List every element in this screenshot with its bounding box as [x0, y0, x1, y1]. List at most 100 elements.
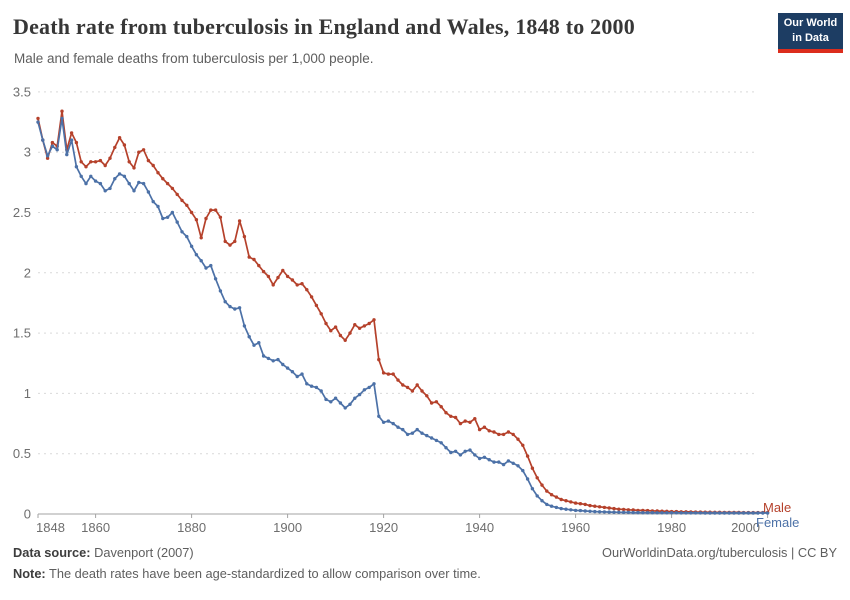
female-data-point	[477, 456, 482, 461]
female-data-point	[247, 335, 251, 339]
male-data-point	[113, 145, 117, 150]
male-data-point	[521, 443, 525, 447]
female-data-point	[741, 511, 746, 515]
female-data-point	[607, 510, 611, 514]
female-data-point	[669, 511, 674, 515]
female-data-point	[357, 392, 362, 397]
male-data-point	[554, 495, 559, 499]
male-data-point	[506, 430, 511, 434]
y-tick-label: 3.5	[13, 84, 31, 99]
male-data-point	[449, 414, 453, 418]
male-data-point	[501, 432, 506, 437]
male-data-point	[434, 400, 439, 404]
female-data-point	[89, 174, 93, 178]
female-data-point	[204, 266, 208, 270]
male-data-point	[276, 275, 280, 280]
male-data-point	[319, 312, 323, 316]
male-data-point	[525, 454, 530, 458]
male-data-point	[295, 283, 299, 287]
male-data-point	[463, 419, 467, 423]
male-data-point	[261, 269, 266, 274]
male-data-point	[50, 140, 55, 145]
y-tick-label: 2.5	[13, 205, 31, 220]
female-data-point	[45, 154, 50, 158]
female-data-point	[425, 433, 429, 438]
male-data-point	[588, 503, 592, 508]
male-data-point	[290, 278, 295, 282]
y-tick-label: 0	[24, 507, 31, 522]
female-data-point	[569, 508, 573, 512]
male-data-point	[367, 321, 371, 326]
female-data-point	[689, 511, 693, 515]
female-data-point	[540, 499, 544, 503]
female-data-point	[746, 511, 751, 515]
female-data-point	[41, 138, 45, 142]
female-data-point	[137, 180, 141, 185]
y-tick-label: 2	[24, 265, 31, 280]
male-data-point	[545, 489, 549, 493]
female-data-point	[401, 427, 405, 432]
female-data-point	[396, 425, 400, 429]
male-data-point	[487, 429, 491, 433]
male-data-point	[401, 383, 405, 387]
female-data-point	[223, 300, 227, 304]
female-data-point	[372, 382, 376, 386]
female-data-point	[391, 421, 395, 426]
female-data-point	[583, 509, 587, 513]
female-data-point	[506, 459, 511, 463]
female-data-point	[549, 504, 554, 508]
female-data-point	[617, 510, 621, 514]
female-data-point	[329, 400, 333, 404]
female-data-point	[290, 370, 295, 374]
legend-label-male[interactable]: Male	[763, 500, 791, 515]
female-data-point	[410, 431, 415, 435]
male-data-point	[626, 508, 631, 512]
male-data-point	[305, 288, 309, 292]
male-data-point	[309, 295, 314, 299]
attribution-link[interactable]: OurWorldinData.org/tuberculosis	[602, 545, 788, 560]
female-data-point	[415, 427, 419, 432]
male-data-point	[161, 177, 165, 181]
female-data-point	[353, 396, 357, 400]
legend-label-female[interactable]: Female	[756, 515, 799, 530]
female-data-point	[300, 372, 304, 376]
female-data-point	[362, 388, 367, 392]
male-data-point	[425, 394, 429, 398]
female-data-point	[156, 204, 160, 209]
female-data-point	[487, 458, 491, 462]
female-data-point	[281, 362, 285, 367]
page-subtitle: Male and female deaths from tuberculosis…	[14, 51, 374, 66]
male-data-point	[36, 116, 40, 121]
female-data-point	[631, 510, 635, 515]
male-data-point	[228, 243, 232, 247]
female-data-point	[276, 357, 280, 362]
female-data-point	[84, 181, 88, 186]
female-data-point	[170, 210, 175, 215]
male-data-point	[405, 385, 410, 390]
female-data-point	[79, 174, 83, 178]
male-data-point	[621, 507, 626, 512]
female-data-point	[151, 199, 155, 204]
female-data-point	[482, 455, 487, 459]
male-data-point	[103, 163, 107, 168]
owid-logo[interactable]: Our World in Data	[778, 13, 843, 53]
female-data-point	[271, 359, 275, 363]
male-data-point	[300, 282, 304, 286]
male-data-point	[362, 324, 367, 328]
data-source-label: Data source:	[13, 545, 91, 560]
male-data-point	[108, 156, 112, 160]
male-data-point	[74, 140, 79, 145]
female-data-point	[180, 230, 184, 234]
male-data-point	[530, 466, 535, 470]
male-data-point	[607, 506, 611, 510]
male-data-point	[237, 219, 242, 223]
female-data-point	[257, 341, 261, 345]
female-data-point	[233, 307, 237, 311]
female-data-point	[717, 511, 722, 515]
female-data-point	[525, 477, 530, 481]
male-data-point	[338, 333, 343, 338]
male-data-point	[593, 504, 597, 508]
male-data-point	[204, 216, 208, 221]
male-data-point	[549, 493, 554, 497]
